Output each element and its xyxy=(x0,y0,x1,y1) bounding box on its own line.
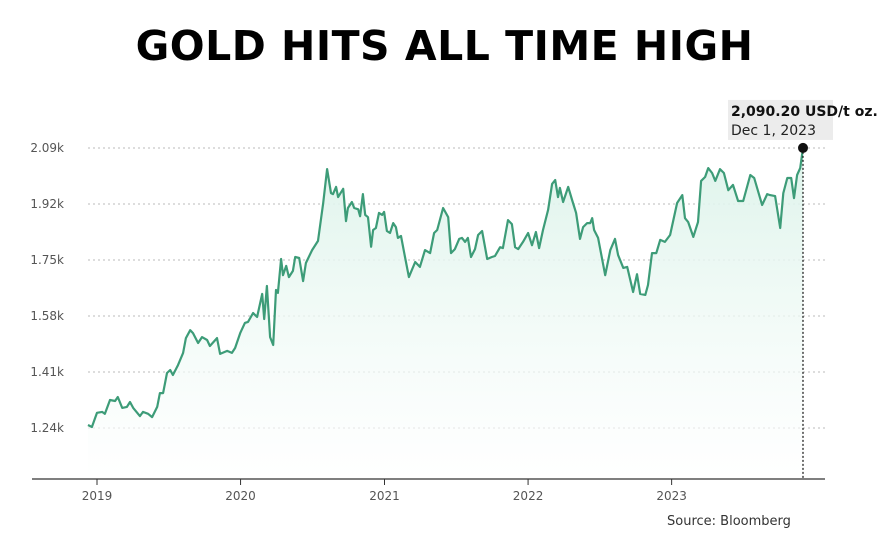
y-tick-label: 1.24k xyxy=(30,421,64,435)
y-axis-labels: 1.24k 1.41k 1.58k 1.75k 1.92k 2.09k xyxy=(30,141,64,435)
y-tick-label: 2.09k xyxy=(30,141,64,155)
annotation-box xyxy=(728,99,833,140)
y-tick-label: 1.75k xyxy=(30,253,64,267)
x-axis-ticks: 2019 2020 2021 2022 2023 xyxy=(82,479,687,503)
x-tick-label: 2022 xyxy=(513,489,544,503)
y-tick-label: 1.92k xyxy=(30,197,64,211)
source-note: Source: Bloomberg xyxy=(667,514,791,529)
price-area-fill xyxy=(88,147,803,479)
x-tick-label: 2021 xyxy=(369,489,400,503)
x-tick-label: 2023 xyxy=(656,489,687,503)
y-tick-label: 1.41k xyxy=(30,365,64,379)
annotation-value: 2,090.20 USD/t oz. xyxy=(731,104,878,120)
chart-title: GOLD HITS ALL TIME HIGH xyxy=(135,22,754,70)
y-tick-label: 1.58k xyxy=(30,309,64,323)
annotation-dot xyxy=(798,142,808,153)
x-tick-label: 2019 xyxy=(82,489,113,503)
annotation-date: Dec 1, 2023 xyxy=(731,123,816,139)
x-tick-label: 2020 xyxy=(225,489,256,503)
price-line xyxy=(87,147,805,429)
latest-value-annotation: 2,090.20 USD/t oz. Dec 1, 2023 xyxy=(728,99,878,479)
